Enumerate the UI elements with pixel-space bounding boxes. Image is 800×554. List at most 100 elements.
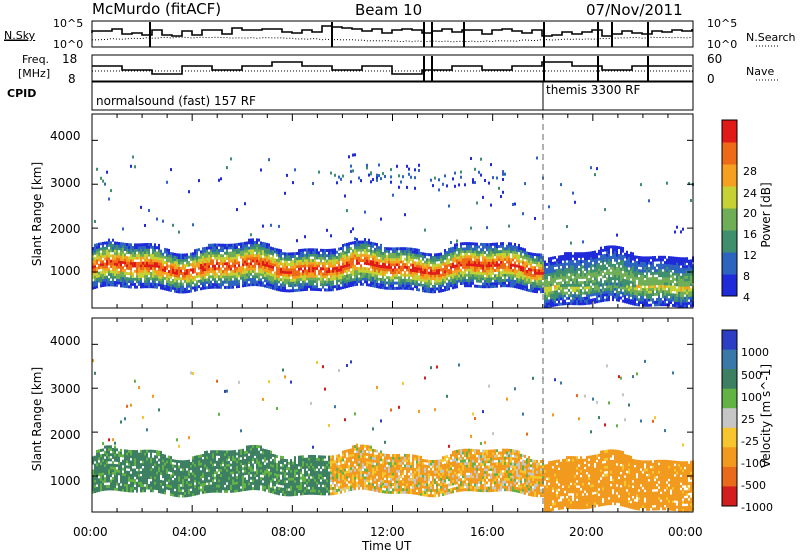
- echo-cell: [160, 265, 162, 269]
- echo-cell: [182, 258, 184, 262]
- echo-cell: [588, 256, 590, 260]
- echo-cell: [686, 265, 688, 269]
- echo-cell: [296, 270, 298, 274]
- echo-cell: [252, 248, 254, 252]
- echo-cell: [112, 450, 114, 454]
- echo-cell: [464, 281, 466, 285]
- echo-cell: [576, 302, 578, 306]
- echo-cell: [304, 272, 306, 276]
- echo-cell: [576, 273, 578, 277]
- echo-cell: [644, 288, 646, 291]
- echo-cell: [652, 300, 654, 304]
- echo-cell: [408, 279, 410, 283]
- echo-cell: [310, 269, 312, 273]
- echo-cell: [164, 269, 166, 272]
- echo-cell: [186, 290, 188, 294]
- echo-cell: [148, 264, 150, 268]
- echo-cell: [218, 251, 220, 255]
- echo-cell: [344, 261, 346, 265]
- echo-cell: [524, 264, 526, 268]
- echo-cell: [624, 300, 626, 304]
- echo-cell: [376, 243, 378, 246]
- echo-cell: [114, 466, 116, 470]
- echo-cell: [250, 264, 252, 268]
- echo-cell: [318, 269, 320, 273]
- echo-cell: [360, 248, 362, 252]
- echo-cell: [630, 275, 632, 279]
- echo-cell: [676, 264, 678, 268]
- echo-cell: [476, 255, 478, 259]
- echo-cell: [660, 274, 662, 278]
- echo-cell: [140, 251, 142, 255]
- echo-cell: [518, 254, 520, 258]
- echo-cell: [546, 294, 548, 298]
- echo-cell: [400, 257, 402, 261]
- echo-cell: [448, 258, 450, 262]
- echo-cell: [416, 253, 418, 257]
- echo-cell: [504, 281, 506, 285]
- echo-cell: [140, 282, 142, 286]
- echo-cell: [626, 258, 628, 262]
- echo-cell: [368, 278, 370, 282]
- echo-cell: [684, 273, 686, 277]
- echo-cell: [364, 261, 366, 265]
- echo-cell: [468, 271, 470, 274]
- echo-cell: [148, 277, 150, 281]
- echo-cell: [590, 277, 592, 281]
- echo-cell: [576, 283, 578, 287]
- echo-cell: [104, 450, 106, 454]
- echo-cell: [510, 263, 512, 267]
- echo-cell: [380, 267, 382, 271]
- echo-cell: [574, 296, 576, 300]
- echo-cell: [364, 280, 366, 284]
- echo-cell: [308, 279, 310, 283]
- echo-cell: [204, 270, 206, 274]
- echo-cell: [424, 284, 426, 288]
- echo-cell: [242, 252, 244, 256]
- echo-cell: [160, 262, 162, 266]
- echo-cell: [378, 282, 380, 286]
- echo-cell: [686, 259, 688, 263]
- echo-cell: [104, 257, 106, 261]
- echo-cell: [182, 290, 184, 294]
- echo-cell: [538, 282, 540, 286]
- echo-cell: [530, 284, 532, 287]
- echo-cell: [260, 262, 262, 266]
- echo-cell: [580, 254, 582, 258]
- echo-cell: [386, 268, 388, 272]
- echo-cell: [596, 263, 598, 267]
- echo-cell: [426, 260, 428, 264]
- echo-cell: [266, 258, 268, 262]
- echo-cell: [336, 269, 338, 273]
- echo-cell: [202, 255, 204, 259]
- echo-cell: [552, 272, 554, 276]
- echo-cell: [272, 268, 274, 272]
- echo-cell: [430, 178, 432, 182]
- echo-cell: [170, 270, 172, 274]
- echo-cell: [582, 275, 584, 279]
- echo-cell: [382, 273, 384, 277]
- echo-cell: [150, 285, 152, 289]
- echo-cell: [96, 452, 98, 456]
- echo-cell: [664, 284, 666, 288]
- echo-cell: [346, 277, 348, 281]
- echo-cell: [162, 260, 164, 264]
- echo-cell: [122, 284, 124, 288]
- echo-cell: [258, 238, 260, 242]
- echo-cell: [290, 278, 292, 282]
- echo-cell: [190, 252, 192, 256]
- echo-cell: [418, 270, 420, 273]
- echo-cell: [446, 277, 448, 281]
- echo-cell: [186, 285, 188, 288]
- echo-cell: [270, 280, 272, 284]
- echo-cell: [138, 272, 140, 276]
- echo-cell: [634, 284, 636, 288]
- echo-cell: [132, 256, 134, 260]
- echo-cell: [144, 266, 146, 270]
- echo-cell: [284, 255, 286, 258]
- echo-cell: [242, 281, 244, 285]
- echo-cell: [544, 276, 546, 280]
- echo-cell: [144, 285, 146, 289]
- echo-cell: [130, 272, 132, 276]
- echo-cell: [424, 265, 426, 269]
